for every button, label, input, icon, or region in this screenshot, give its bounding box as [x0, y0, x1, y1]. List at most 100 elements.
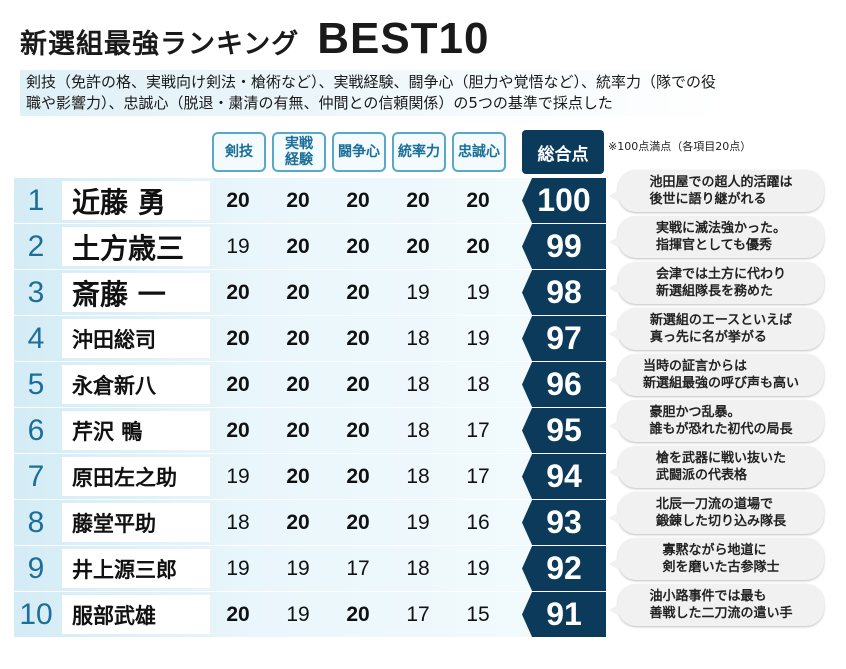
member-name: 土方歳三: [62, 227, 210, 266]
total-score: 94: [522, 454, 606, 499]
score-cell: 20: [286, 465, 310, 488]
comment-text: 実戦に滅法強かった。 指揮官としても優秀: [655, 221, 786, 253]
comment-bubble: 池田屋での超人的活躍は 後世に語り継がれる: [609, 170, 824, 212]
comment-text: 池田屋での超人的活躍は 後世に語り継がれる: [649, 175, 793, 207]
rank-number: 2: [27, 229, 45, 263]
comment-text: 寡黙ながら地道に 剣を磨いた古参隊士: [662, 543, 780, 575]
score-cell: 20: [286, 419, 310, 442]
comment-text: 豪胆かつ乱暴。 誰もが恐れた初代の局長: [649, 405, 793, 437]
comment-bubble: 当時の証言からは 新選組最強の呼び声も高い: [609, 354, 824, 396]
score-cell: 17: [466, 465, 490, 488]
table-row: 7 原田左之助 19 20 20 18 17 94: [14, 454, 606, 499]
score-cell: 18: [226, 511, 250, 534]
score-cell: 20: [466, 189, 490, 212]
comment-bubble: 北辰一刀流の道場で 鍛錬した切り込み隊長: [609, 492, 824, 534]
score-cell: 20: [346, 603, 370, 626]
description: 剣技（免許の格、実戦向け剣法・槍術など）、実戦経験、闘争心（胆力や覚悟など）、統…: [20, 70, 722, 116]
score-cell: 18: [406, 557, 430, 580]
score-cell: 20: [286, 189, 310, 212]
score-cell: 20: [406, 189, 430, 212]
column-label: 統率力: [398, 144, 440, 160]
member-name: 井上源三郎: [62, 549, 210, 588]
score-cell: 19: [286, 603, 310, 626]
comment-bubble: 油小路事件では最も 善戦した二刀流の遣い手: [609, 584, 824, 626]
score-cell: 20: [226, 419, 250, 442]
score-cell: 20: [226, 373, 250, 396]
score-cell: 18: [406, 465, 430, 488]
comment-text: 新選組のエースといえば 真っ先に名が挙がる: [649, 313, 793, 345]
comment-bubble: 会津では土方に代わり 新選組隊長を務めた: [609, 262, 824, 304]
comment-text: 油小路事件では最も 善戦した二刀流の遣い手: [649, 589, 793, 621]
score-cell: 18: [406, 327, 430, 350]
rank-number: 8: [27, 505, 45, 539]
column-header-tousotsu: 統率力: [392, 132, 446, 172]
total-score: 95: [522, 408, 606, 453]
score-cell: 20: [346, 465, 370, 488]
comment-bubble: 実戦に滅法強かった。 指揮官としても優秀: [609, 216, 824, 258]
score-cell: 17: [466, 419, 490, 442]
comment-text: 槍を武器に戦い抜いた 武闘派の代表格: [655, 451, 786, 483]
member-name: 沖田総司: [62, 319, 210, 358]
score-cell: 15: [466, 603, 490, 626]
member-name: 斎藤 一: [62, 273, 210, 312]
score-cell: 20: [346, 281, 370, 304]
score-cell: 19: [406, 281, 430, 304]
rank-number: 4: [27, 321, 45, 355]
column-header-kengi: 剣技: [212, 132, 266, 172]
score-cell: 18: [406, 419, 430, 442]
rank-number: 5: [27, 367, 45, 401]
column-header-chuuseishin: 忠誠心: [452, 132, 506, 172]
score-cell: 16: [466, 511, 490, 534]
total-score: 96: [522, 362, 606, 407]
member-name: 原田左之助: [62, 457, 210, 496]
column-header-tousoushin: 闘争心: [332, 132, 386, 172]
score-cell: 20: [286, 235, 310, 258]
total-score: 99: [522, 224, 606, 269]
score-cell: 20: [286, 373, 310, 396]
score-cell: 20: [346, 511, 370, 534]
rank-number: 1: [27, 183, 45, 217]
rank-number: 6: [27, 413, 45, 447]
column-label: 剣技: [225, 144, 253, 160]
table-row: 8 藤堂平助 18 20 20 19 16 93: [14, 500, 606, 545]
score-cell: 19: [406, 511, 430, 534]
page-title: 新選組最強ランキング: [20, 29, 300, 60]
score-cell: 20: [406, 235, 430, 258]
score-cell: 20: [286, 281, 310, 304]
table-row: 3 斎藤 一 20 20 20 19 19 98: [14, 270, 606, 315]
comment-bubble: 寡黙ながら地道に 剣を磨いた古参隊士: [609, 538, 824, 580]
title-best: BEST10: [317, 14, 490, 63]
total-score: 98: [522, 270, 606, 315]
score-cell: 20: [226, 603, 250, 626]
comment-bubble: 槍を武器に戦い抜いた 武闘派の代表格: [609, 446, 824, 488]
column-label: 忠誠心: [458, 144, 500, 160]
column-label: 闘争心: [338, 144, 380, 160]
table-row: 9 井上源三郎 19 19 17 18 19 92: [14, 546, 606, 591]
rank-number: 9: [27, 551, 45, 585]
comment-bubble: 豪胆かつ乱暴。 誰もが恐れた初代の局長: [609, 400, 824, 442]
comment-text: 北辰一刀流の道場で 鍛錬した切り込み隊長: [655, 497, 786, 529]
score-cell: 19: [466, 281, 490, 304]
scoring-note: ※100点満点（各項目20点）: [608, 140, 752, 153]
score-cell: 19: [226, 465, 250, 488]
ranking-table: 1 近藤 勇 20 20 20 20 20 100 2 土方歳三 19 20 20 20 20 99 3 斎藤 一…: [14, 178, 606, 638]
total-score: 97: [522, 316, 606, 361]
rank-number: 10: [19, 597, 53, 631]
score-cell: 19: [286, 557, 310, 580]
score-cell: 19: [466, 557, 490, 580]
score-cell: 20: [346, 189, 370, 212]
title-row: 新選組最強ランキング BEST10: [20, 14, 490, 64]
score-cell: 20: [226, 327, 250, 350]
comment-bubble: 新選組のエースといえば 真っ先に名が挙がる: [609, 308, 824, 350]
rank-number: 3: [27, 275, 45, 309]
total-score: 100: [522, 178, 606, 223]
table-row: 4 沖田総司 20 20 20 18 19 97: [14, 316, 606, 361]
member-name: 芹沢 鴨: [62, 411, 210, 450]
member-name: 藤堂平助: [62, 503, 210, 542]
column-label: 実戦 経験: [285, 136, 313, 168]
rank-number: 7: [27, 459, 45, 493]
score-cell: 17: [406, 603, 430, 626]
total-score: 91: [522, 592, 606, 637]
table-row: 2 土方歳三 19 20 20 20 20 99: [14, 224, 606, 269]
member-name: 永倉新八: [62, 365, 210, 404]
